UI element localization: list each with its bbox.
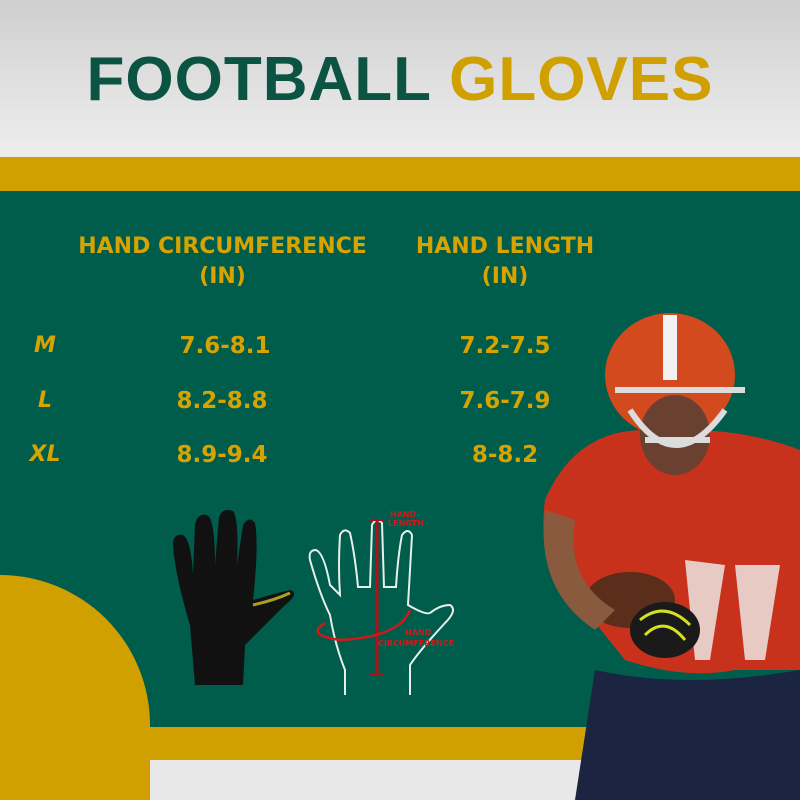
circumference-label: HAND CIRCUMFERENCE xyxy=(378,628,454,648)
glove-image xyxy=(173,509,294,685)
header-length: HAND LENGTH (IN) xyxy=(415,234,595,289)
header-circumference: HAND CIRCUMFERENCE (IN) xyxy=(78,234,367,289)
page-title: FOOTBALL GLOVES xyxy=(86,45,714,114)
size-xl: XL xyxy=(29,442,61,467)
football-player-image xyxy=(543,313,800,800)
len-xl: 8-8.2 xyxy=(471,442,539,468)
circ-xl: 8.9-9.4 xyxy=(176,442,268,468)
circ-m: 7.6-8.1 xyxy=(179,333,271,359)
gold-band-top xyxy=(0,157,800,191)
length-label: HAND LENGTH xyxy=(388,510,424,528)
size-m: M xyxy=(34,333,56,358)
len-m: 7.2-7.5 xyxy=(459,333,551,359)
len-l: 7.6-7.9 xyxy=(459,388,551,414)
size-l: L xyxy=(37,388,53,413)
circ-l: 8.2-8.8 xyxy=(176,388,268,414)
hand-diagram: HAND LENGTH HAND CIRCUMFERENCE xyxy=(308,510,455,695)
